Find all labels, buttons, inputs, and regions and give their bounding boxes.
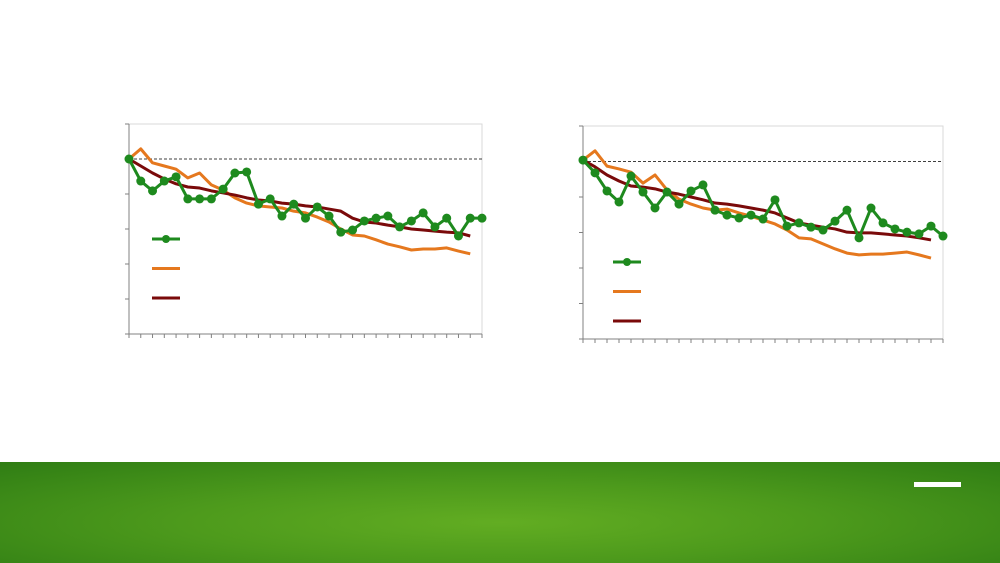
- point: [395, 222, 405, 232]
- point: [242, 167, 252, 177]
- point: [359, 216, 369, 226]
- point: [430, 222, 440, 232]
- point: [902, 227, 912, 237]
- point: [148, 186, 158, 196]
- point: [674, 199, 684, 209]
- point: [171, 172, 181, 182]
- series-line: [582, 158, 932, 242]
- footer-mark: [914, 482, 961, 487]
- legend-marker: [162, 235, 170, 243]
- point: [638, 187, 648, 197]
- series-line: [582, 149, 932, 260]
- point: [626, 171, 636, 181]
- point: [442, 213, 452, 223]
- point: [218, 184, 228, 194]
- point: [230, 168, 240, 178]
- legend-marker: [623, 258, 631, 266]
- point: [124, 154, 134, 164]
- point: [854, 233, 864, 243]
- point: [758, 214, 768, 224]
- point: [710, 205, 720, 215]
- series-line: [128, 157, 471, 238]
- point: [312, 202, 322, 212]
- plot-frame: [582, 125, 944, 340]
- point: [614, 197, 624, 207]
- point: [253, 199, 263, 209]
- point: [183, 194, 193, 204]
- point: [324, 211, 334, 221]
- point: [734, 213, 744, 223]
- point: [348, 225, 358, 235]
- point: [406, 216, 416, 226]
- point: [914, 229, 924, 239]
- point: [465, 213, 475, 223]
- point: [926, 221, 936, 231]
- point: [782, 221, 792, 231]
- point: [336, 227, 346, 237]
- point: [159, 176, 169, 186]
- point: [289, 199, 299, 209]
- point: [590, 168, 600, 178]
- charts: [124, 123, 948, 343]
- point: [206, 194, 216, 204]
- point: [938, 231, 948, 241]
- point: [842, 205, 852, 215]
- point: [890, 224, 900, 234]
- point: [650, 203, 660, 213]
- point: [418, 208, 428, 218]
- plot-frame: [128, 123, 483, 335]
- series-line: [127, 158, 482, 238]
- point: [830, 216, 840, 226]
- point: [277, 211, 287, 221]
- point: [794, 218, 804, 228]
- point: [698, 180, 708, 190]
- point: [722, 210, 732, 220]
- series-line: [128, 147, 471, 256]
- point: [477, 213, 487, 223]
- point: [383, 211, 393, 221]
- point: [602, 186, 612, 196]
- point: [195, 194, 205, 204]
- point: [746, 210, 756, 220]
- point: [662, 187, 672, 197]
- point: [806, 222, 816, 232]
- point: [371, 213, 381, 223]
- point: [818, 225, 828, 235]
- series-line: [581, 159, 944, 240]
- point: [136, 176, 146, 186]
- point: [866, 203, 876, 213]
- point: [453, 231, 463, 241]
- point: [301, 213, 310, 223]
- point: [578, 155, 588, 165]
- point: [686, 186, 696, 196]
- point: [265, 194, 275, 204]
- footer-band: [0, 462, 1000, 563]
- point: [878, 218, 888, 228]
- point: [770, 195, 780, 205]
